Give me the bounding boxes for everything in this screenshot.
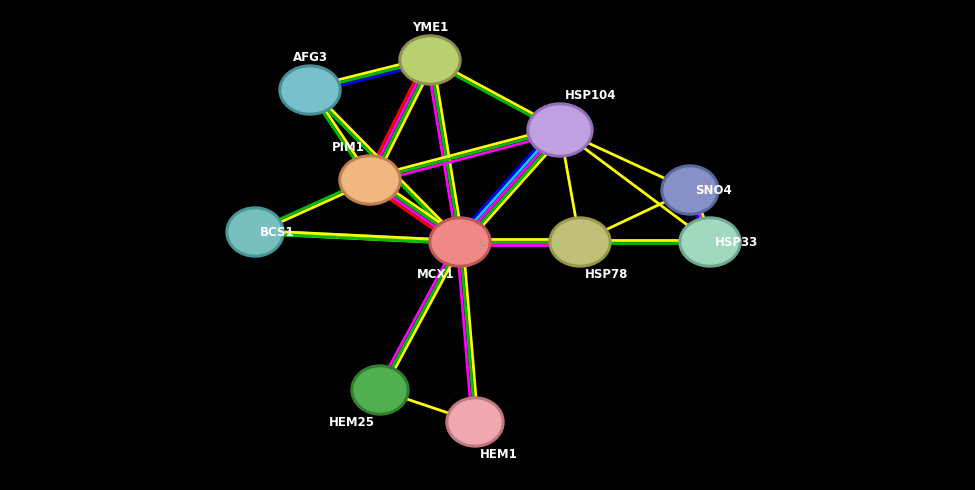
Text: SNO4: SNO4 xyxy=(695,183,732,196)
Text: BCS1: BCS1 xyxy=(260,225,294,239)
Ellipse shape xyxy=(527,103,593,157)
Ellipse shape xyxy=(226,207,284,257)
Ellipse shape xyxy=(552,220,608,264)
Text: MCX1: MCX1 xyxy=(417,268,455,281)
Text: YME1: YME1 xyxy=(411,21,448,34)
Text: HEM1: HEM1 xyxy=(480,448,518,461)
Text: PIM1: PIM1 xyxy=(332,141,365,154)
Ellipse shape xyxy=(682,220,738,264)
Text: HSP104: HSP104 xyxy=(565,89,616,102)
Text: AFG3: AFG3 xyxy=(292,51,328,64)
Ellipse shape xyxy=(399,35,461,85)
Ellipse shape xyxy=(449,400,501,444)
Ellipse shape xyxy=(351,365,409,415)
Ellipse shape xyxy=(402,38,458,82)
Text: HEM25: HEM25 xyxy=(329,416,375,429)
Ellipse shape xyxy=(664,168,716,212)
Ellipse shape xyxy=(661,165,719,215)
Ellipse shape xyxy=(279,65,341,115)
Ellipse shape xyxy=(679,217,741,267)
Ellipse shape xyxy=(549,217,611,267)
Ellipse shape xyxy=(446,397,504,447)
Text: HSP78: HSP78 xyxy=(585,268,628,281)
Ellipse shape xyxy=(229,210,281,254)
Ellipse shape xyxy=(354,368,406,412)
Ellipse shape xyxy=(339,155,401,205)
Ellipse shape xyxy=(432,220,488,264)
Ellipse shape xyxy=(530,106,590,154)
Ellipse shape xyxy=(429,217,491,267)
Ellipse shape xyxy=(342,158,398,202)
Ellipse shape xyxy=(282,68,338,112)
Text: HSP33: HSP33 xyxy=(715,236,759,248)
